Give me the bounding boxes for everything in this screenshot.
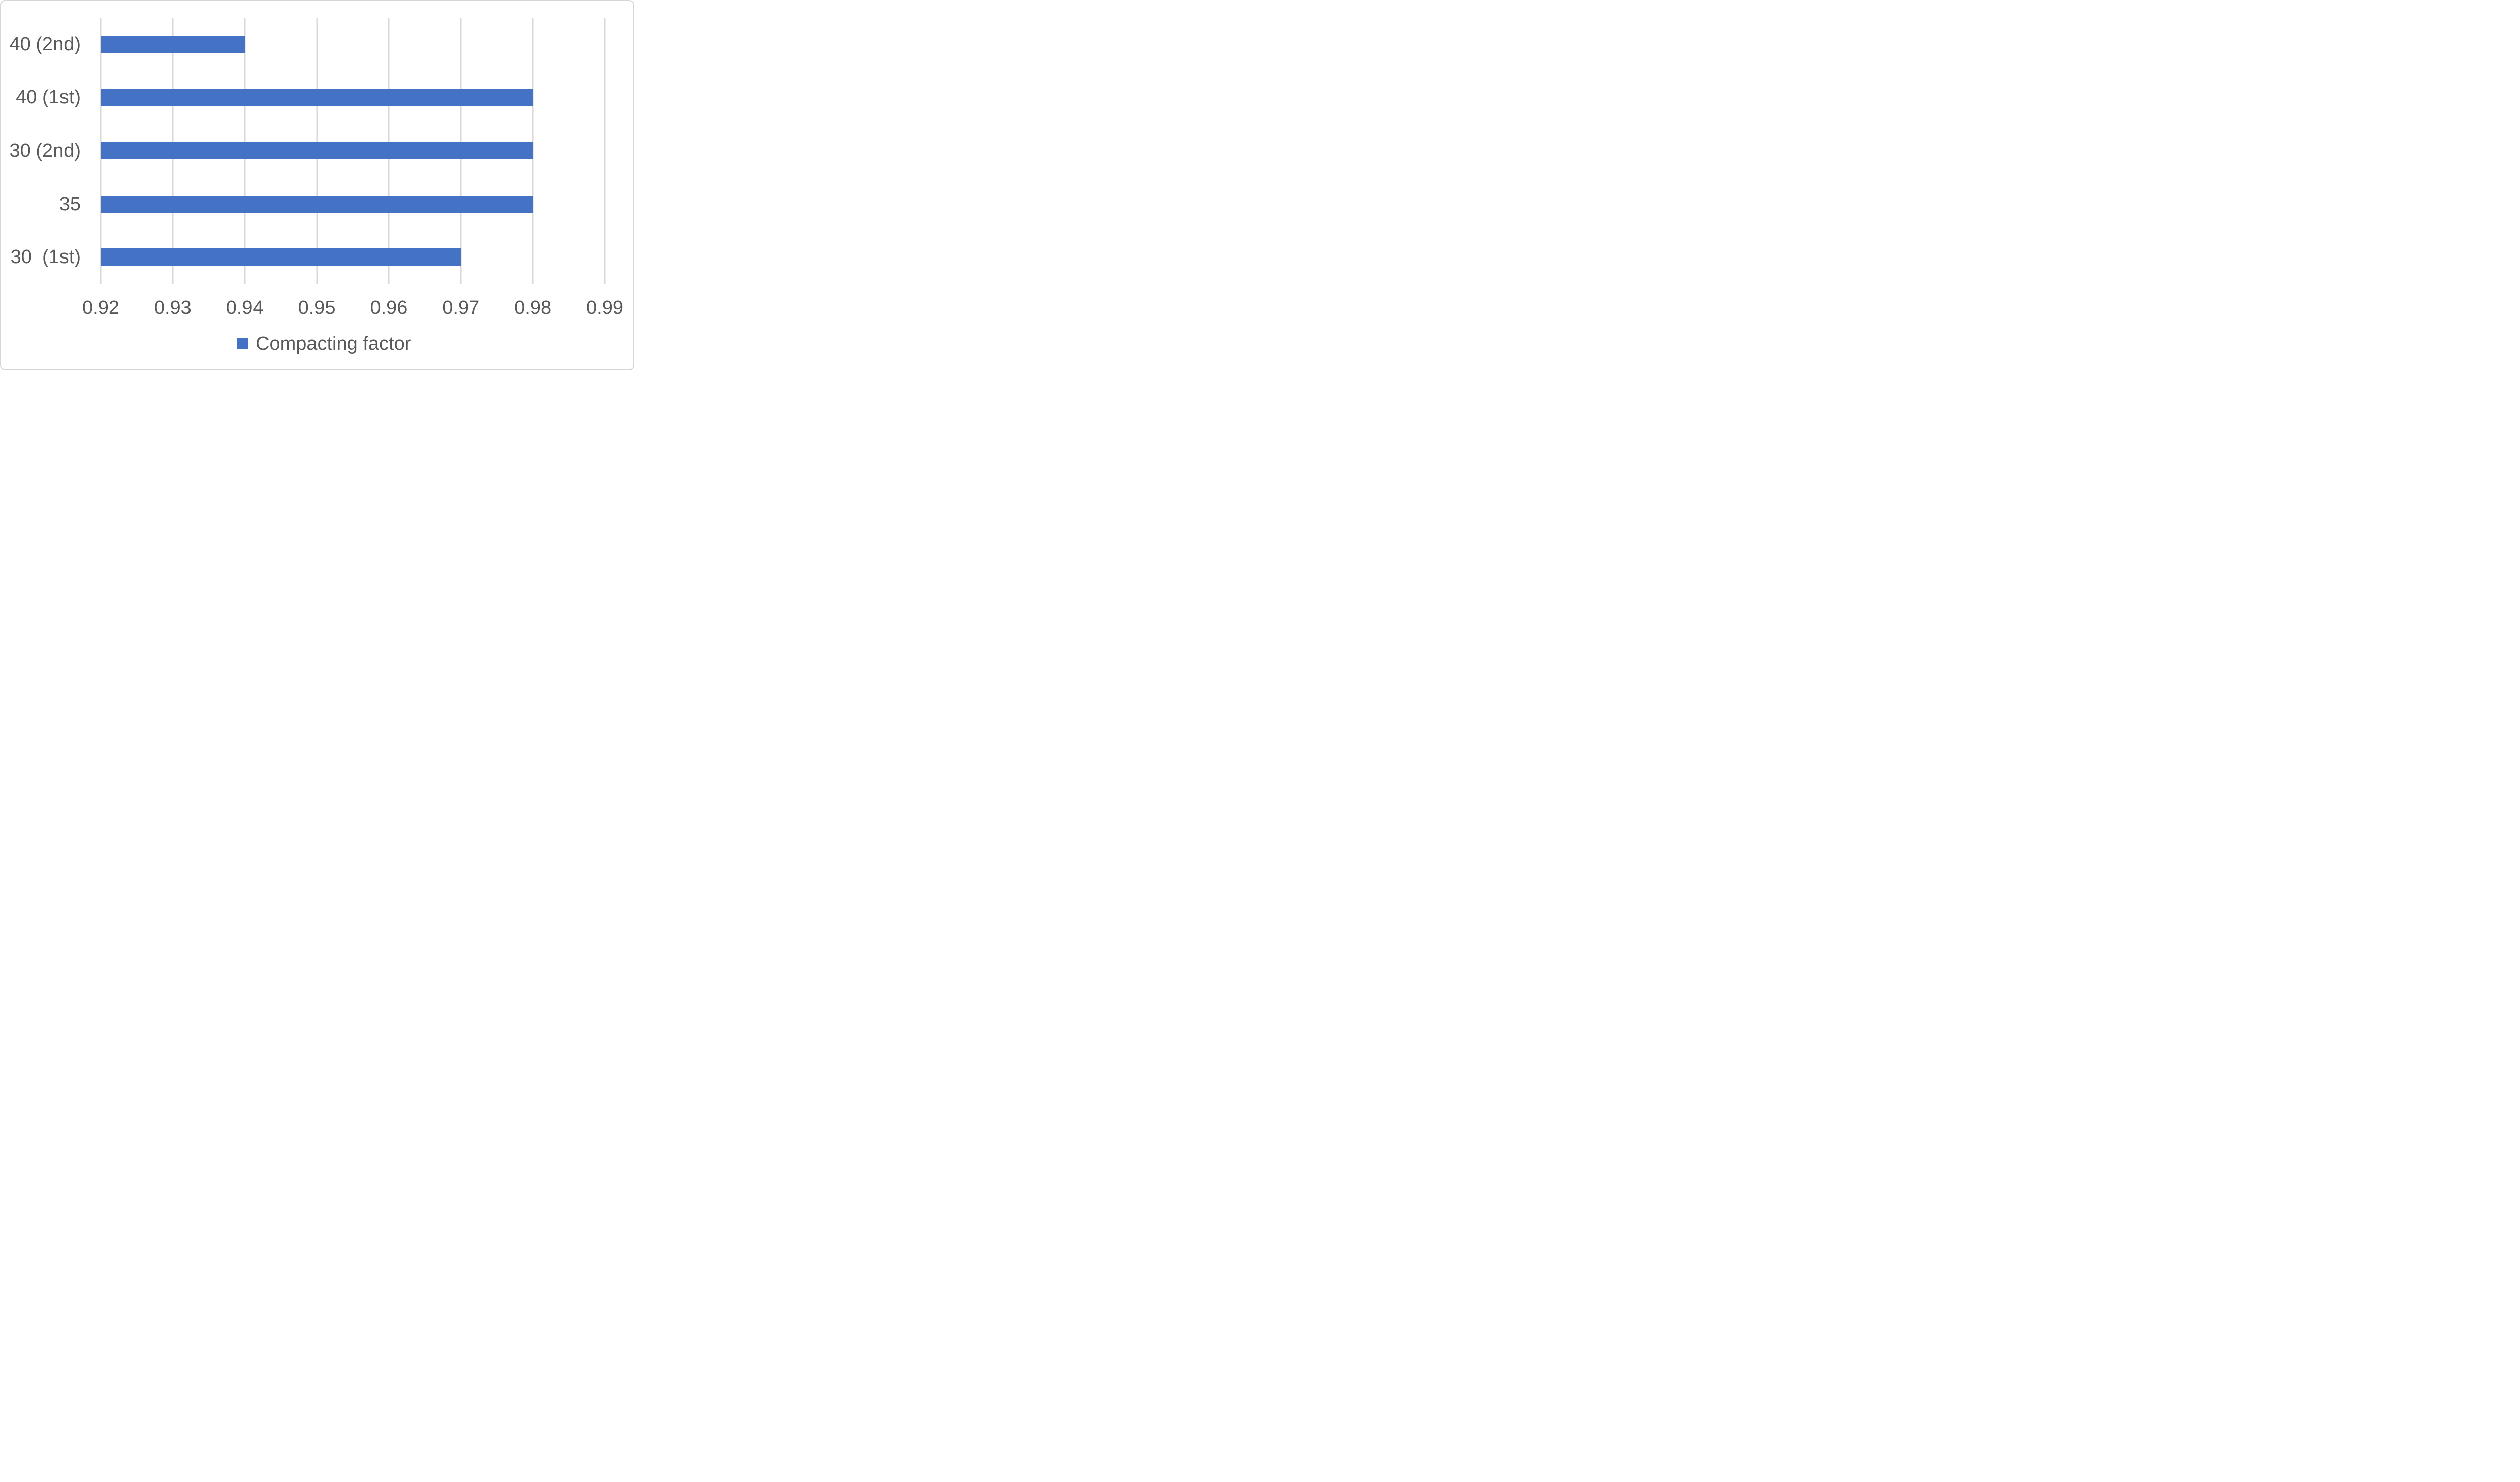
value-axis: 0.92 0.93 0.94 0.95 0.96 0.97 0.98 0.99: [82, 295, 623, 320]
bar: [101, 142, 533, 159]
bar: [101, 35, 245, 53]
chart-frame: 40 (2nd) 40 (1st) 30 (2nd) 35 30 (1st) 0.92 0…: [0, 0, 634, 370]
category-axis: 40 (2nd) 40 (1st) 30 (2nd) 35 30 (1st): [1, 18, 82, 284]
bar: [101, 89, 533, 106]
category-label: 35: [59, 193, 81, 215]
bar: [101, 248, 461, 266]
legend-marker-icon: [237, 338, 248, 349]
x-tick-label: 0.96: [370, 297, 408, 318]
legend: Compacting factor: [237, 331, 411, 356]
x-tick-label: 0.95: [298, 297, 336, 318]
x-tick-label: 0.93: [154, 297, 192, 318]
x-tick-label: 0.97: [442, 297, 480, 318]
plot-area: [100, 18, 606, 284]
legend-label: Compacting factor: [256, 333, 411, 354]
category-label: 30 (1st): [10, 246, 81, 268]
category-label: 40 (2nd): [9, 33, 81, 55]
gridline: [604, 18, 606, 284]
x-tick-label: 0.94: [226, 297, 264, 318]
gridline: [532, 18, 534, 284]
x-tick-label: 0.92: [82, 297, 119, 318]
x-tick-label: 0.99: [586, 297, 623, 318]
bar: [101, 195, 533, 213]
x-tick-label: 0.98: [514, 297, 552, 318]
category-label: 40 (1st): [16, 87, 81, 108]
category-label: 30 (2nd): [9, 140, 81, 161]
